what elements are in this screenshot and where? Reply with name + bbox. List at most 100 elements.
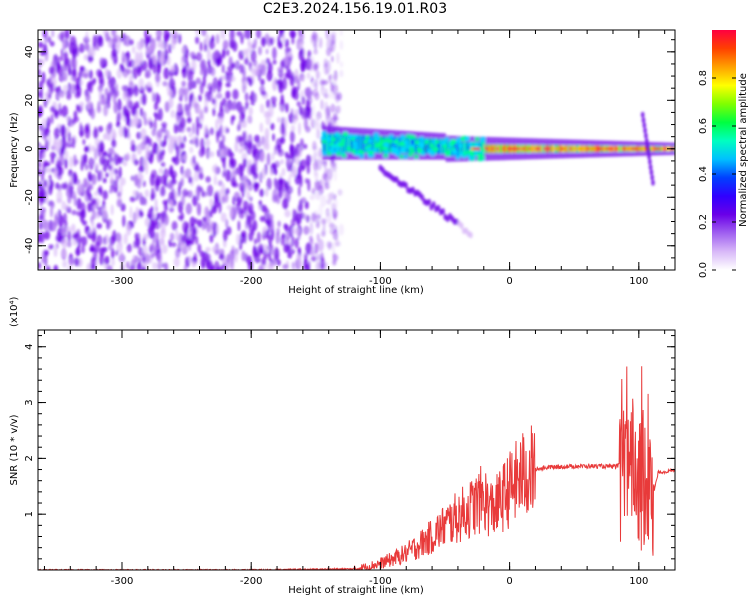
spectrogram-noise-cell (264, 127, 270, 139)
spectrogram-band-core (344, 134, 346, 153)
spectrogram-noise-cell (182, 221, 189, 234)
snr-x-tick-label: -300 (111, 576, 134, 587)
spectrogram-band-core (371, 135, 373, 153)
spectrogram-band-core (350, 134, 352, 153)
spectrogram-noise-cell (248, 62, 252, 68)
spectrogram-band-core (463, 141, 465, 156)
spectrogram-band-core (582, 145, 584, 152)
spectrogram-band-peak (512, 147, 515, 150)
spectrogram-noise-cell (253, 38, 258, 46)
spectrogram-band-peak (613, 147, 616, 150)
spectrogram-noise-cell (211, 98, 216, 105)
spectrogram-noise-cell (50, 105, 56, 113)
spectrogram-noise-cell (304, 201, 309, 210)
spectrogram-noise-cell (195, 52, 202, 62)
spectrogram-noise-cell (96, 223, 103, 229)
spectrogram-noise-cell (280, 94, 284, 104)
spectrogram-noise-cell (142, 245, 148, 257)
spectrogram-band-core (440, 139, 442, 154)
spectrogram-transition-blob (413, 154, 419, 159)
spectrogram-band-peak (607, 147, 611, 150)
spectrogram-noise-cell (259, 151, 266, 163)
spectrogram-noise-cell (125, 152, 131, 161)
spectrogram-noise-cell (309, 221, 314, 235)
spectrogram-noise-cell (113, 101, 119, 114)
spectrogram-noise-cell (284, 151, 289, 158)
spectrogram-noise-cell (132, 254, 136, 267)
spectrogram-noise-cell (170, 110, 176, 118)
spectrogram-noise-cell (145, 135, 150, 144)
spectrogram-band-core (641, 146, 643, 152)
spectrogram-noise-cell (221, 196, 225, 204)
spectrogram-band-core (468, 141, 471, 156)
spectrogram-noise-cell (321, 159, 328, 165)
spectrogram-noise-cell (307, 178, 311, 192)
spectrogram-band-core (604, 145, 606, 152)
spectrogram-noise-cell (185, 238, 191, 247)
spectrogram-noise-cell (123, 125, 127, 138)
spectrogram-noise-cell (179, 142, 185, 150)
spectrogram-noise-cell (115, 232, 122, 243)
spectrogram-noise-cell (184, 93, 188, 103)
snr-y-tick-label: 3 (24, 399, 35, 405)
spectrogram-noise-cell (246, 159, 253, 165)
spectrogram-noise-cell (138, 165, 145, 173)
spectrogram-noise-cell (172, 135, 178, 144)
colorbar: 0.0 0.2 0.4 0.6 0.8 Normalized spectral ampl… (698, 30, 749, 278)
spectrogram-band-core (658, 146, 660, 152)
spectrogram-noise-cell (115, 35, 122, 48)
spectrogram-noise-cell (288, 112, 295, 124)
spectrogram-transition-blob (381, 138, 387, 143)
spectrogram-noise-cell (92, 158, 95, 165)
spectrogram-band-core (359, 135, 361, 153)
spectrogram-noise-cell (283, 223, 288, 230)
spectrogram-noise-cell (310, 34, 315, 44)
spectrogram-noise-cell (180, 165, 184, 175)
spectrogram-noise-cell (82, 154, 87, 167)
spectrogram-noise-cell (216, 266, 222, 270)
spectrogram-transition-blob (321, 131, 327, 136)
spectrogram-noise-cell (116, 191, 122, 197)
spectrogram-noise-cell (289, 172, 293, 179)
spectrogram-transition-blob (326, 151, 332, 156)
spectrogram-noise-cell (42, 43, 48, 56)
spectrogram-noise-cell (335, 105, 341, 114)
spectrogram-noise-cell (87, 56, 94, 62)
spectrogram-band-core (437, 138, 439, 154)
spectrogram-noise-cell (39, 207, 47, 214)
spectrogram-noise-cell (261, 167, 266, 180)
spectrogram-noise-cell (286, 68, 292, 80)
spectrogram-band-core (499, 144, 501, 153)
spectrogram-band-core (566, 145, 568, 153)
spectrogram-transition-blob (395, 151, 401, 157)
spectrogram-noise-cell (320, 85, 326, 96)
spectrogram-noise-cell (303, 225, 310, 235)
spectrogram-band-core (450, 141, 452, 156)
spectrogram-noise-cell (151, 128, 156, 137)
spectrogram-band-core (360, 135, 362, 153)
spectrogram-band-peak (488, 147, 492, 150)
spectrogram-band-core (357, 135, 359, 153)
spectrogram-noise-cell (176, 145, 180, 158)
spectrogram-band-core (438, 139, 440, 154)
spectrogram-noise-cell (118, 125, 125, 138)
spectrogram-noise-cell (157, 41, 161, 48)
spectrogram-noise-cell (337, 189, 343, 196)
spectrogram-band-core (361, 135, 363, 153)
spectrogram-noise-cell (209, 198, 213, 208)
spectrogram-noise-cell (242, 200, 249, 210)
spectrogram-noise-cell (104, 108, 109, 115)
spectrogram-transition-blob (455, 139, 461, 144)
spectrogram-noise-cell (229, 30, 236, 41)
spectrogram-band-core (446, 141, 448, 156)
spectrogram-noise-cell (90, 264, 96, 270)
spectrogram-noise-cell (270, 122, 275, 131)
spectrogram-noise-cell (222, 39, 229, 50)
spectrogram-noise-cell (129, 196, 136, 203)
spectrogram-noise-cell (310, 77, 314, 84)
spectrogram-transition-blob (420, 151, 426, 156)
spectrogram-noise-cell (293, 90, 300, 101)
spectrogram-noise-cell (169, 199, 174, 208)
spectrogram-noise-cell (284, 54, 290, 67)
spectrogram-band-peak (470, 147, 474, 150)
